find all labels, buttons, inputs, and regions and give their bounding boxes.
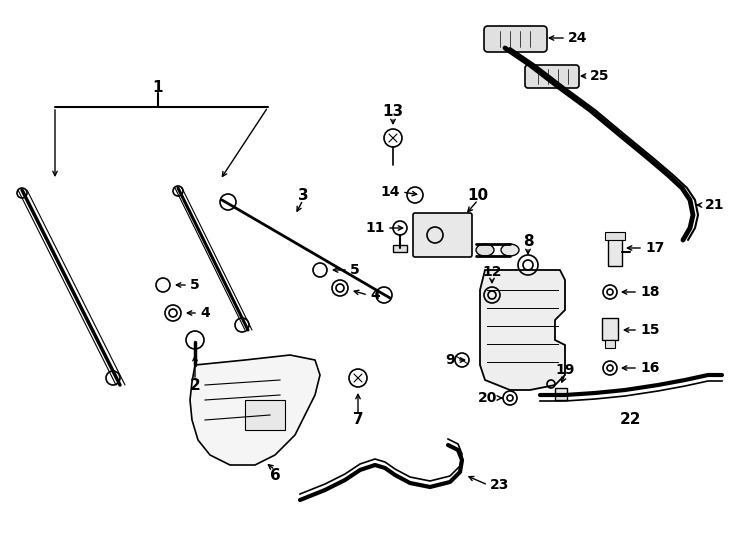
Text: 16: 16 (640, 361, 659, 375)
Text: 19: 19 (556, 363, 575, 377)
Bar (555, 388, 567, 400)
Polygon shape (480, 270, 565, 390)
Bar (602, 318, 618, 340)
Text: 5: 5 (190, 278, 200, 292)
Text: 2: 2 (189, 377, 200, 393)
Bar (605, 340, 615, 348)
Bar (245, 400, 285, 430)
FancyBboxPatch shape (484, 26, 547, 52)
Text: 1: 1 (153, 79, 163, 94)
Text: 20: 20 (478, 391, 497, 405)
Text: 3: 3 (298, 187, 308, 202)
Bar (608, 238, 622, 266)
Text: 24: 24 (568, 31, 587, 45)
Text: 21: 21 (705, 198, 724, 212)
Text: 5: 5 (350, 263, 360, 277)
Text: 25: 25 (590, 69, 609, 83)
Text: 22: 22 (620, 413, 642, 428)
Text: 8: 8 (523, 234, 534, 249)
Text: 9: 9 (446, 353, 455, 367)
Text: 6: 6 (269, 468, 280, 483)
Text: 4: 4 (370, 288, 379, 302)
Text: 15: 15 (640, 323, 660, 337)
Text: 17: 17 (645, 241, 664, 255)
Text: 23: 23 (490, 478, 509, 492)
Text: 18: 18 (640, 285, 660, 299)
Text: 14: 14 (380, 185, 400, 199)
Text: 13: 13 (382, 105, 404, 119)
Bar (605, 232, 625, 240)
Ellipse shape (501, 244, 519, 256)
Text: 7: 7 (353, 413, 363, 428)
Bar (393, 245, 407, 252)
Text: 10: 10 (468, 187, 489, 202)
Ellipse shape (476, 244, 494, 256)
Text: 11: 11 (366, 221, 385, 235)
FancyBboxPatch shape (525, 65, 579, 88)
Text: 4: 4 (200, 306, 210, 320)
FancyBboxPatch shape (413, 213, 472, 257)
Text: 12: 12 (482, 265, 502, 279)
Polygon shape (190, 355, 320, 465)
